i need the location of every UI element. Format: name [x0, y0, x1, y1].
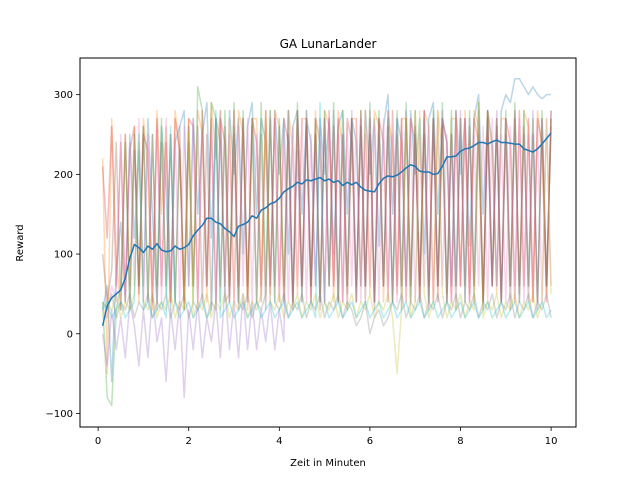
chart-title: GA LunarLander: [280, 37, 377, 51]
y-tick-label-0: −100: [46, 409, 73, 420]
y-tick-label-3: 200: [54, 170, 73, 181]
x-tick-label-3: 6: [367, 436, 373, 447]
x-tick-label-5: 10: [545, 436, 558, 447]
y-axis-label: Reward: [15, 224, 26, 261]
x-tick-label-0: 0: [95, 436, 101, 447]
y-tick-label-4: 300: [54, 90, 73, 101]
x-tick-label-1: 2: [186, 436, 192, 447]
plot-area-frame: [79, 57, 577, 428]
y-tick-label-2: 100: [54, 250, 73, 261]
y-tick-label-1: 0: [67, 329, 73, 340]
series-line-9: [101, 101, 552, 375]
series-line-2: [101, 101, 552, 375]
ticks-layer: 0 2 4 6 8 10 −100 0 100 200 300: [46, 90, 558, 447]
x-tick-label-4: 8: [457, 436, 463, 447]
series-line-3: [101, 85, 552, 407]
series-line-10: [101, 101, 552, 319]
series-line-1: [101, 77, 552, 383]
x-axis-label: Zeit in Minuten: [290, 458, 366, 469]
series-line-5: [101, 109, 552, 399]
series-line-0: [101, 132, 552, 326]
series-line-4: [101, 109, 552, 303]
series-line-8: [101, 109, 552, 335]
series-line-7: [101, 117, 552, 319]
x-tick-label-2: 4: [276, 436, 282, 447]
series-line-6: [101, 117, 552, 311]
series-layer: [101, 77, 552, 407]
